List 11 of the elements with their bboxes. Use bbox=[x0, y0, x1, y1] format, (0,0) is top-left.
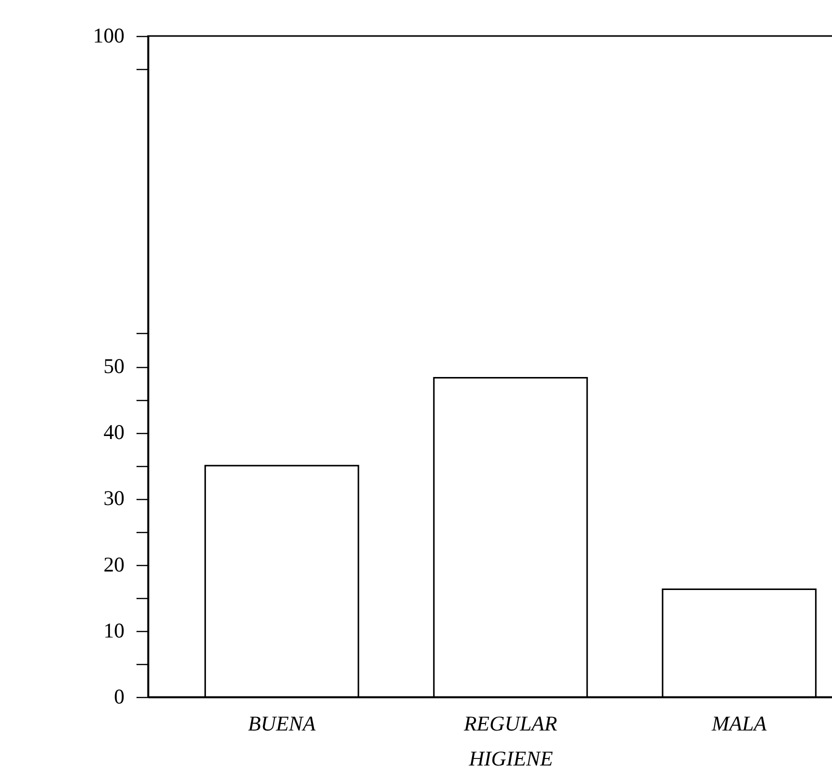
y-tick-label: 100 bbox=[93, 24, 124, 48]
x-axis-title: HIGIENE bbox=[468, 746, 554, 770]
x-tick-label: BUENA bbox=[248, 712, 316, 736]
y-tick-label: 20 bbox=[104, 552, 124, 576]
x-tick-label: MALA bbox=[710, 712, 767, 736]
y-tick-label: 30 bbox=[104, 486, 124, 510]
y-tick-label: 10 bbox=[104, 618, 124, 642]
x-tick-label: REGULAR bbox=[462, 712, 558, 736]
y-tick-label: 0 bbox=[114, 684, 124, 708]
y-tick-label: 40 bbox=[104, 420, 124, 444]
y-tick-label: 50 bbox=[104, 354, 124, 378]
